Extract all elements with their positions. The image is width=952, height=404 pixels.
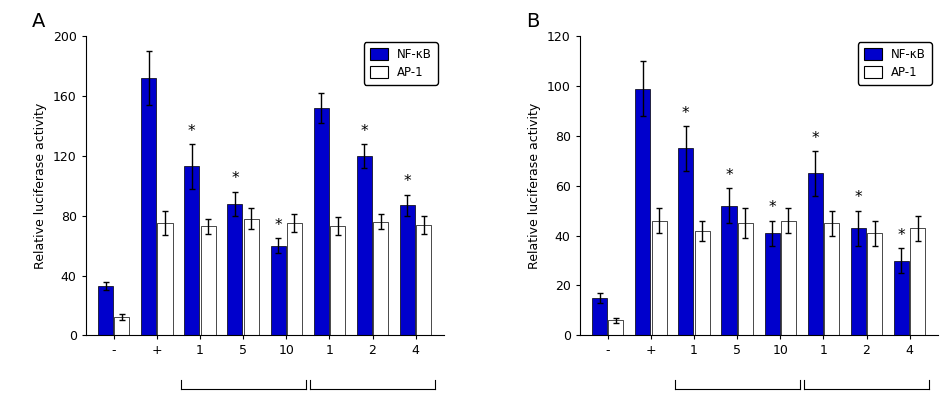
Text: *: * [855, 190, 863, 205]
Bar [851, 228, 866, 335]
Bar [98, 286, 113, 335]
Bar [635, 89, 650, 335]
Bar [781, 221, 796, 335]
Bar [270, 246, 286, 335]
Bar [400, 205, 415, 335]
Bar [287, 223, 302, 335]
Bar [592, 298, 607, 335]
Bar [651, 221, 666, 335]
Text: B: B [526, 13, 540, 32]
Text: *: * [404, 175, 411, 189]
Bar [357, 156, 372, 335]
Bar [244, 219, 259, 335]
Bar [807, 173, 823, 335]
Text: *: * [231, 171, 239, 186]
Bar [157, 223, 172, 335]
Bar [678, 149, 693, 335]
Bar [114, 318, 129, 335]
Bar [894, 261, 909, 335]
Bar [416, 225, 431, 335]
Text: *: * [361, 124, 368, 139]
Bar [141, 78, 156, 335]
Bar [764, 233, 780, 335]
Bar [185, 166, 199, 335]
Text: *: * [725, 168, 733, 183]
Text: *: * [768, 200, 776, 215]
Bar [910, 228, 925, 335]
Bar [608, 320, 624, 335]
Bar [722, 206, 737, 335]
Bar [313, 108, 328, 335]
Bar [201, 226, 216, 335]
Text: *: * [188, 124, 195, 139]
Legend: NF-κB, AP-1: NF-κB, AP-1 [858, 42, 932, 85]
Text: A: A [32, 13, 46, 32]
Bar [738, 223, 753, 335]
Bar [867, 233, 883, 335]
Bar [373, 222, 388, 335]
Bar [228, 204, 243, 335]
Bar [824, 223, 839, 335]
Text: *: * [274, 218, 282, 233]
Text: *: * [682, 106, 689, 121]
Y-axis label: Relative luciferase activity: Relative luciferase activity [528, 103, 542, 269]
Bar [330, 226, 346, 335]
Legend: NF-κB, AP-1: NF-κB, AP-1 [364, 42, 438, 85]
Text: *: * [811, 130, 819, 145]
Y-axis label: Relative luciferase activity: Relative luciferase activity [34, 103, 48, 269]
Text: *: * [898, 228, 905, 243]
Bar [695, 231, 710, 335]
